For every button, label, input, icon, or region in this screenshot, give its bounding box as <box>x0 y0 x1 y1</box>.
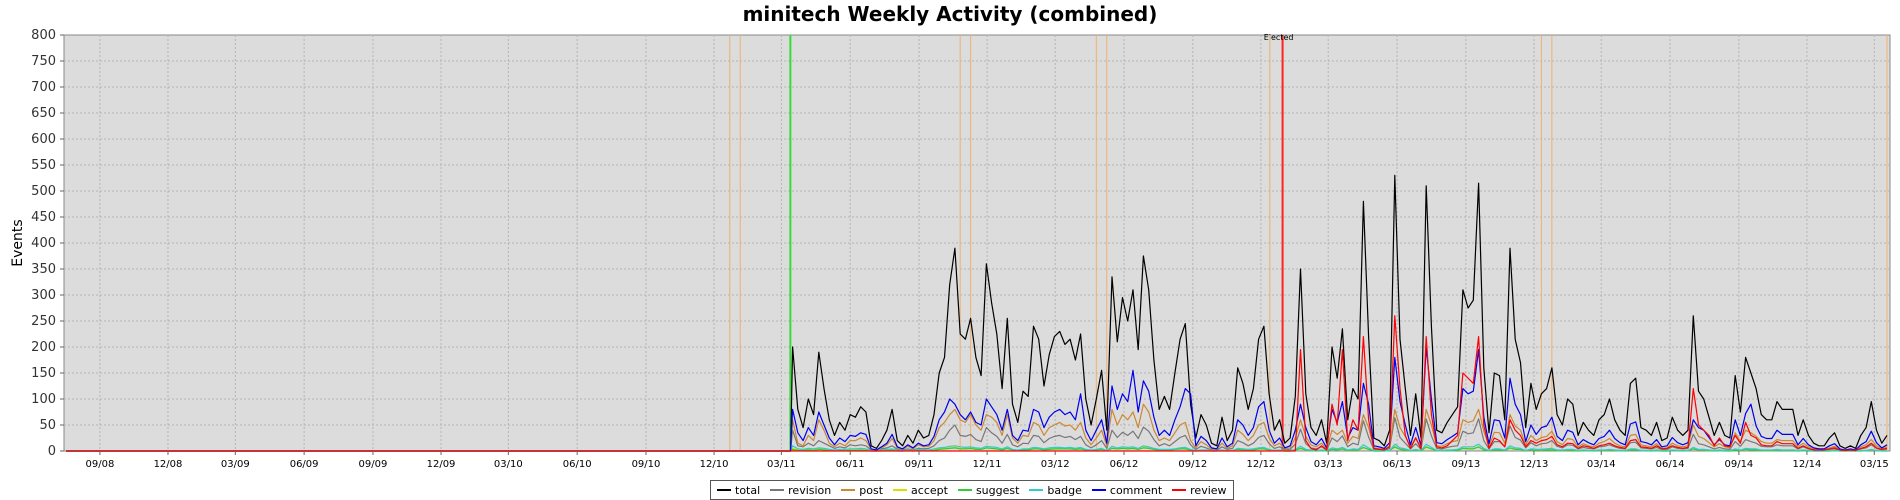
series-line-review <box>66 315 1888 452</box>
x-tick-label: 09/09 <box>359 459 388 470</box>
y-tick-label: 600 <box>31 132 56 147</box>
series-line-total <box>66 174 1888 452</box>
legend-item-review: review <box>1172 483 1227 497</box>
x-tick-label: 12/11 <box>973 459 1002 470</box>
x-tick-label: 09/14 <box>1724 459 1753 470</box>
legend-label: revision <box>788 483 832 497</box>
y-tick-label: 700 <box>31 80 56 95</box>
legend-swatch <box>1091 489 1106 491</box>
y-tick-label: 500 <box>31 184 56 199</box>
x-tick-label: 12/08 <box>154 459 183 470</box>
legend-label: accept <box>911 483 948 497</box>
y-tick-label: 300 <box>31 288 56 303</box>
legend-label: review <box>1190 483 1227 497</box>
legend-swatch <box>1172 489 1187 491</box>
y-tick-label: 450 <box>31 210 56 225</box>
y-tick-label: 100 <box>31 392 56 407</box>
x-tick-label: 06/10 <box>563 459 592 470</box>
legend-item-revision: revision <box>770 484 831 497</box>
x-tick-label: 03/13 <box>1314 459 1343 470</box>
legend-swatch <box>717 489 731 491</box>
y-tick-label: 0 <box>48 444 56 459</box>
x-tick-label: 09/08 <box>85 459 114 470</box>
legend-label: total <box>735 483 761 497</box>
x-tick-label: 09/13 <box>1451 459 1480 470</box>
legend-swatch <box>770 489 785 491</box>
legend-item-accept: accept <box>893 484 948 497</box>
legend-swatch <box>1029 489 1044 491</box>
series-line-post <box>66 403 1888 452</box>
x-tick-label: 03/10 <box>494 459 523 470</box>
x-tick-label: 06/12 <box>1110 459 1139 470</box>
x-tick-label: 12/10 <box>700 459 729 470</box>
legend-item-comment: comment <box>1091 483 1163 497</box>
y-tick-label: 200 <box>31 340 56 355</box>
x-tick-label: 06/13 <box>1383 459 1412 470</box>
series-line-revision <box>66 417 1888 452</box>
x-tick-label: 03/12 <box>1041 459 1070 470</box>
event-marker-label: Elected <box>1264 33 1294 42</box>
x-tick-label: 12/09 <box>427 459 456 470</box>
legend-swatch <box>841 489 856 491</box>
x-tick-label: 12/12 <box>1246 459 1275 470</box>
legend-item-post: post <box>841 484 883 497</box>
x-tick-label: 09/10 <box>632 459 661 470</box>
x-tick-label: 06/14 <box>1656 459 1685 470</box>
x-tick-label: 03/11 <box>767 459 796 470</box>
legend-label: badge <box>1047 483 1082 497</box>
y-axis-label: Events <box>10 219 26 266</box>
y-tick-label: 250 <box>31 314 56 329</box>
y-tick-label: 550 <box>31 158 56 173</box>
legend-label: post <box>859 483 884 497</box>
chart-legend: total revision post accept suggest badge comme… <box>710 480 1234 500</box>
series-line-badge <box>66 443 1888 452</box>
y-tick-label: 800 <box>31 28 56 43</box>
legend-label: suggest <box>975 483 1020 497</box>
y-tick-label: 400 <box>31 236 56 251</box>
x-tick-label: 12/13 <box>1520 459 1549 470</box>
y-tick-label: 50 <box>39 418 56 433</box>
legend-item-total: total <box>717 484 760 497</box>
x-tick-label: 06/11 <box>836 459 865 470</box>
x-tick-label: 09/12 <box>1178 459 1207 470</box>
x-tick-label: 03/14 <box>1587 459 1616 470</box>
y-tick-label: 350 <box>31 262 56 277</box>
legend-swatch <box>957 489 972 491</box>
x-tick-label: 09/11 <box>905 459 934 470</box>
legend-item-badge: badge <box>1029 483 1082 497</box>
chart-title: minitech Weekly Activity (combined) <box>742 2 1158 26</box>
legend-swatch <box>893 489 908 491</box>
y-tick-label: 750 <box>31 54 56 69</box>
legend-label: comment <box>1109 483 1163 497</box>
y-tick-label: 150 <box>31 366 56 381</box>
legend-item-suggest: suggest <box>957 483 1020 497</box>
y-tick-label: 650 <box>31 106 56 121</box>
x-tick-label: 12/14 <box>1793 459 1822 470</box>
x-tick-label: 03/09 <box>221 459 250 470</box>
x-tick-label: 03/15 <box>1860 459 1889 470</box>
x-tick-label: 06/09 <box>290 459 319 470</box>
